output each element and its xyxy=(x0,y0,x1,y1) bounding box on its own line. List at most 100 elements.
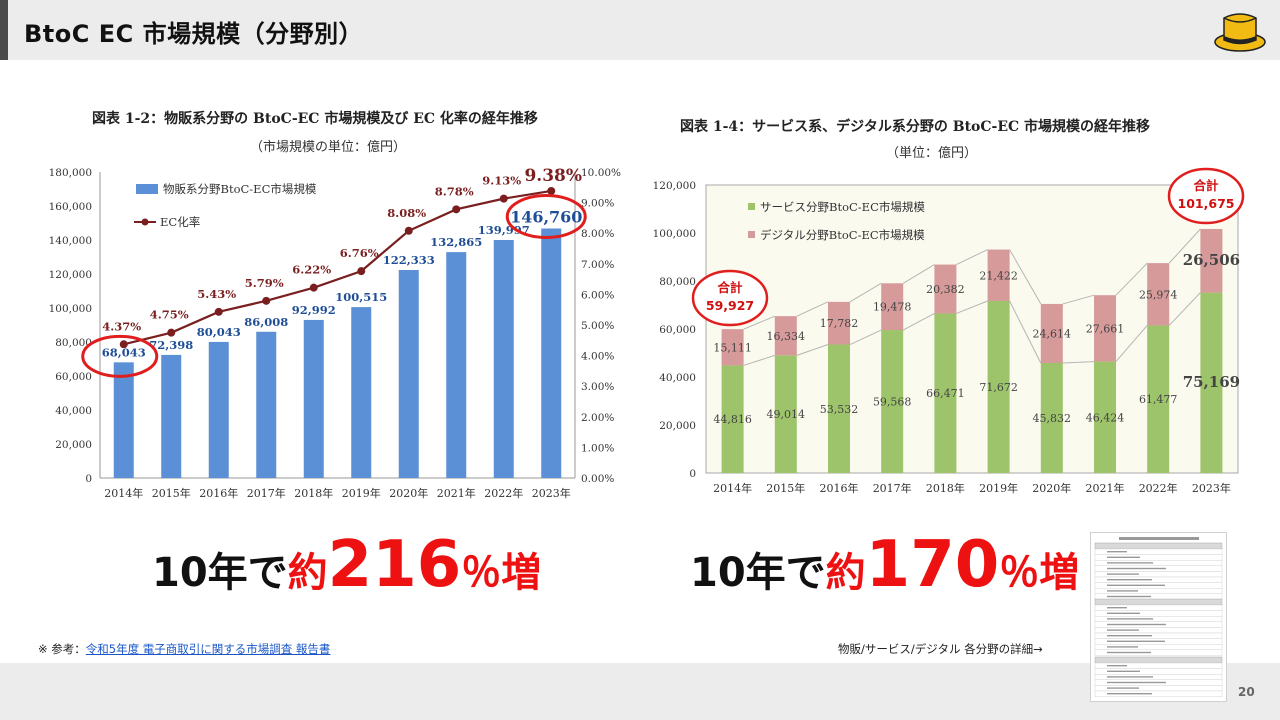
ec-rate-label: 6.22% xyxy=(292,263,331,277)
x-tick-label: 2018年 xyxy=(294,486,333,500)
x-tick-label: 2018年 xyxy=(926,481,965,495)
y-tick-label: 0 xyxy=(689,468,696,480)
bar-digital xyxy=(1094,295,1116,362)
thumbnail-graphic xyxy=(1094,537,1223,697)
y-tick-label: 40,000 xyxy=(659,372,696,384)
connector-line-mid xyxy=(902,313,935,331)
bar-service xyxy=(828,344,850,473)
reference-link[interactable]: 令和5年度 電子商取引に関する市場調査 報告書 xyxy=(85,642,331,656)
bar-value-label: 100,515 xyxy=(335,290,387,304)
y-tick-label: 180,000 xyxy=(49,167,92,179)
y-tick-label: 120,000 xyxy=(653,180,696,192)
x-tick-label: 2020年 xyxy=(389,486,428,500)
right-chart: 0 20,000 40,000 60,000 80,000 100,000 120,000 2… xyxy=(653,167,1245,495)
bar-service xyxy=(934,313,957,473)
left-headline-prefix: 10年で xyxy=(152,550,288,596)
thumb-row-text xyxy=(1107,584,1165,586)
y-tick-label: 80,000 xyxy=(55,337,92,349)
ec-rate-point xyxy=(499,194,508,203)
right-headline-yaku: 約 xyxy=(825,550,866,596)
y2-tick-label: 4.00% xyxy=(581,351,614,363)
thumb-row-text xyxy=(1107,551,1127,553)
bar-value-label: 72,398 xyxy=(149,338,193,352)
x-tick-label: 2014年 xyxy=(713,481,752,495)
y-tick-label: 60,000 xyxy=(55,371,92,383)
reference-prefix: ※ 参考： xyxy=(38,642,86,656)
digital-value-label: 26,506 xyxy=(1183,251,1240,269)
service-value-label: 46,424 xyxy=(1086,411,1125,424)
connector-line-mid xyxy=(1115,325,1148,362)
slide-header: BtoC EC 市場規模（分野別） xyxy=(0,0,1280,60)
callout-value-2023: 101,675 xyxy=(1178,196,1235,211)
x-tick-label: 2015年 xyxy=(766,481,805,495)
thumb-row-text xyxy=(1107,607,1127,609)
ec-rate-label: 9.13% xyxy=(482,174,521,188)
connector-line-top xyxy=(743,315,775,330)
bar-digital xyxy=(1147,263,1170,326)
bar-digital xyxy=(1200,228,1223,293)
bar-service xyxy=(774,355,797,473)
legend-bar-label: 物販系分野BtoC-EC市場規模 xyxy=(163,182,317,196)
detail-table-thumbnail[interactable] xyxy=(1090,532,1227,702)
y-tick-label: 20,000 xyxy=(55,439,92,451)
y-tick-label: 160,000 xyxy=(49,201,92,213)
service-value-label: 45,832 xyxy=(1033,412,1072,425)
thumb-row-text xyxy=(1107,693,1152,695)
ec-rate-label: 6.76% xyxy=(340,246,379,260)
bar-digital xyxy=(987,249,1010,301)
bar xyxy=(208,341,229,478)
y2-tick-label: 7.00% xyxy=(581,259,614,271)
footer-band xyxy=(0,663,1280,720)
connector-line-mid xyxy=(1062,361,1095,364)
bar-value-label: 86,008 xyxy=(244,315,288,329)
x-tick-label: 2015年 xyxy=(152,486,191,500)
connector-line-mid xyxy=(1009,300,1042,364)
bar-service xyxy=(987,300,1010,473)
left-headline-number: 216 xyxy=(327,528,462,602)
y-tick-label: 40,000 xyxy=(55,405,92,417)
y2-tick-label: 3.00% xyxy=(581,381,614,393)
thumb-row-text xyxy=(1107,646,1138,648)
y2-tick-label: 9.00% xyxy=(581,198,614,210)
detail-link[interactable]: 物販/サービス/デジタル 各分野の詳細→ xyxy=(838,642,1043,656)
left-headline: 10年で約216％増 xyxy=(152,528,541,602)
thumb-row-text xyxy=(1107,681,1166,684)
x-tick-label: 2017年 xyxy=(873,481,912,495)
left-chart: 0 20,000 40,000 60,000 80,000 100,000 120,000 1… xyxy=(49,166,621,500)
thumb-row-text xyxy=(1107,595,1151,598)
service-value-label: 66,471 xyxy=(926,387,965,400)
callout-ellipse-2023 xyxy=(1167,167,1245,225)
connector-line-top xyxy=(796,301,829,317)
service-value-label: 53,532 xyxy=(820,403,859,416)
thumb-row xyxy=(1094,690,1223,697)
thumb-row-text xyxy=(1107,612,1140,614)
y2-tick-label: 0.00% xyxy=(581,473,614,485)
thumb-row xyxy=(1094,649,1223,656)
x-tick-label: 2023年 xyxy=(1192,481,1231,495)
connector-line-mid xyxy=(1168,292,1201,326)
bar-service xyxy=(721,365,744,473)
bar-value-label: 139,997 xyxy=(478,223,530,237)
slide-title: BtoC EC 市場規模（分野別） xyxy=(24,20,364,48)
thumb-row-text xyxy=(1107,590,1138,592)
bar-value-label: 68,043 xyxy=(102,345,146,359)
bar-value-label: 92,992 xyxy=(292,303,336,317)
bar-service xyxy=(1094,361,1116,473)
thumb-section-header xyxy=(1094,656,1223,664)
callout-label-2023: 合計 xyxy=(1193,178,1219,193)
connector-line-top xyxy=(1168,228,1201,264)
left-headline-yaku: 約 xyxy=(287,550,328,596)
ec-rate-line xyxy=(123,189,552,346)
bar xyxy=(446,252,467,478)
callout-value-2023: 146,760 xyxy=(510,208,582,227)
y2-tick-label: 6.00% xyxy=(581,289,614,301)
x-tick-label: 2017年 xyxy=(247,486,286,500)
ec-rate-label: 4.75% xyxy=(150,308,189,322)
connector-line-mid xyxy=(956,300,988,314)
bar xyxy=(541,228,562,478)
ec-rate-point xyxy=(214,307,223,316)
bar-value-label: 132,865 xyxy=(430,235,482,249)
y2-tick-label: 10.00% xyxy=(581,167,621,179)
thumb-row-text xyxy=(1107,618,1153,620)
bar-digital xyxy=(1040,303,1063,364)
